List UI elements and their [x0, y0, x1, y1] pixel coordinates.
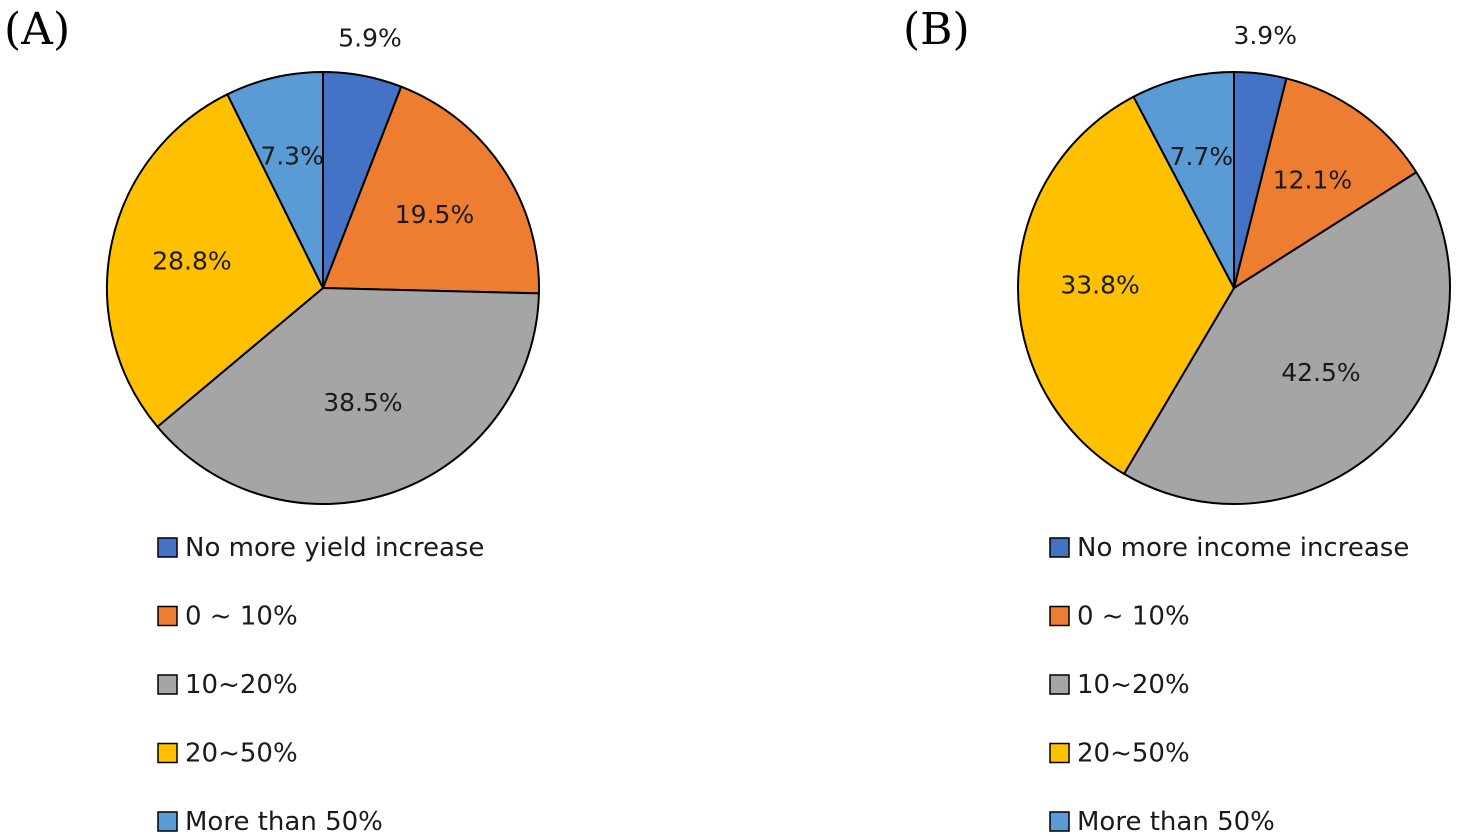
legend-swatch: [157, 605, 178, 627]
legend: No more income increase 0 ~ 10% 10~20% 20~5…: [1049, 533, 1409, 836]
legend-swatch: [157, 674, 178, 695]
legend-swatch: [157, 537, 178, 558]
legend-swatch: [1049, 742, 1070, 764]
slice-data-label: 42.5%: [1281, 358, 1360, 387]
legend-swatch: [1049, 674, 1070, 695]
legend-swatch: [1049, 811, 1070, 832]
pie-slice[interactable]: [156, 287, 540, 505]
legend-label: No more yield increase: [185, 533, 484, 563]
legend-label: 10~20%: [1077, 670, 1190, 700]
legend-swatch: [1049, 605, 1070, 627]
pie-slice[interactable]: [1233, 77, 1418, 289]
pie-slice[interactable]: [1123, 171, 1451, 505]
legend-swatch: [1049, 537, 1070, 558]
pie-slice[interactable]: [226, 71, 324, 289]
pie-chart-b: (B) 3.9% 12.1% 42.5% 33.8% 7.7% No more income…: [903, 4, 1451, 836]
slice-data-label: 19.5%: [395, 200, 474, 229]
legend-swatch: [157, 811, 178, 832]
legend-label: More than 50%: [1077, 807, 1275, 836]
legend-label: 20~50%: [185, 739, 298, 769]
panel-label: (A): [4, 4, 70, 55]
pie-slice[interactable]: [1017, 95, 1235, 475]
slice-data-label: 33.8%: [1060, 271, 1139, 300]
slice-data-label: 28.8%: [152, 246, 231, 275]
legend: No more yield increase 0 ~ 10% 10~20% 20~50…: [157, 533, 484, 836]
legend-label: More than 50%: [185, 807, 383, 836]
legend-label: 20~50%: [1077, 739, 1190, 769]
slice-data-label: 7.7%: [1170, 142, 1234, 171]
panel-label: (B): [903, 4, 970, 55]
slice-data-label: 12.1%: [1273, 165, 1352, 194]
pie-slice[interactable]: [322, 85, 540, 295]
legend-label: 10~20%: [185, 670, 298, 700]
slice-data-label: 5.9%: [338, 24, 402, 53]
legend-label: 0 ~ 10%: [185, 602, 298, 632]
legend-label: 0 ~ 10%: [1077, 602, 1190, 632]
legend-label: No more income increase: [1077, 533, 1409, 563]
pie-slice[interactable]: [106, 93, 324, 428]
pie-slice[interactable]: [1132, 71, 1235, 289]
slice-data-label: 3.9%: [1233, 21, 1297, 50]
legend-swatch: [157, 742, 178, 764]
pie-chart-a: (A) 5.9% 19.5% 38.5% 28.8% 7.3% No more yield …: [4, 4, 540, 836]
slice-data-label: 7.3%: [260, 142, 324, 171]
slice-data-label: 38.5%: [323, 388, 402, 417]
